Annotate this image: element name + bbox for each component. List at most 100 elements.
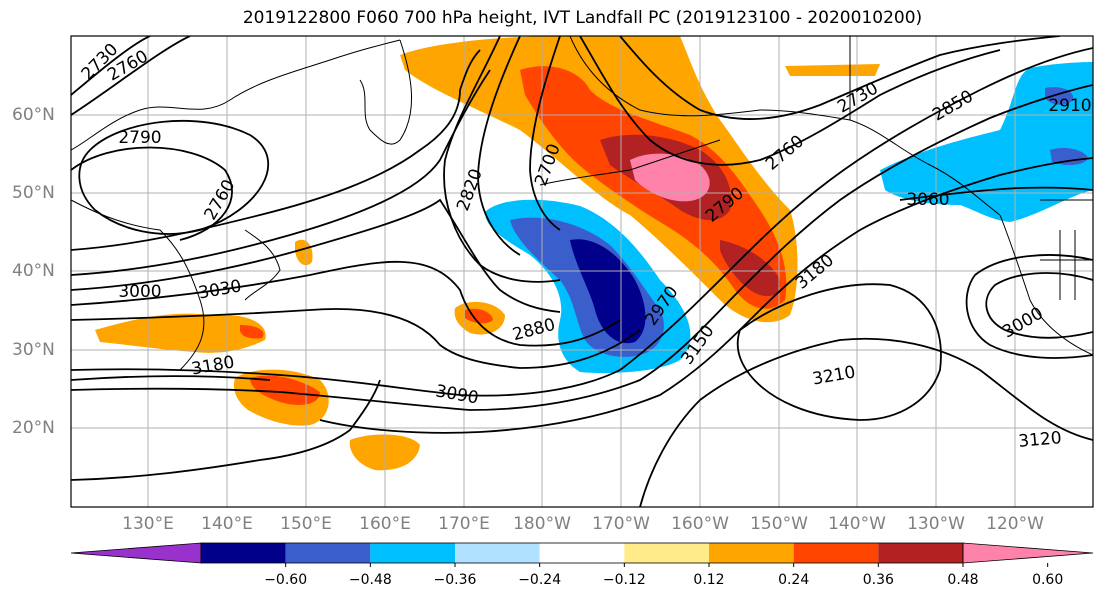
longitude-label: 160°W (671, 514, 729, 534)
latitude-label: 50°N (12, 183, 55, 203)
colorbar-tick-label: −0.36 (433, 572, 477, 588)
contour-south-1 (71, 379, 381, 481)
colorbar-box (201, 543, 286, 563)
contour-3120 (639, 337, 1093, 507)
ivt-shading (95, 36, 1093, 471)
contour-label: 3090 (434, 381, 480, 408)
colorbar-tick-label: −0.48 (348, 572, 392, 588)
map-area (71, 36, 1093, 507)
contour-2790-nw (78, 120, 270, 235)
longitude-label: 160°E (359, 514, 411, 534)
colorbar (70, 542, 1094, 567)
contour-3000-e2 (965, 254, 1093, 359)
colorbar-box (709, 543, 794, 563)
contour-label: 2760 (201, 176, 240, 223)
shade-red-center (465, 308, 493, 324)
colorbar-tick-label: 0.48 (947, 572, 979, 588)
longitude-label: 140°E (201, 514, 253, 534)
colorbar-box (455, 543, 540, 563)
contour-2790-mid (477, 36, 521, 256)
longitude-label: 150°W (750, 514, 808, 534)
coastlines (71, 36, 1093, 371)
colorbar-tick-label: 0.36 (862, 572, 894, 588)
longitude-label: 140°W (828, 514, 886, 534)
colorbar-box (285, 543, 371, 563)
latitude-label: 60°N (12, 105, 55, 125)
contour-2820 (443, 36, 561, 283)
contour-label: 3210 (811, 362, 857, 389)
contour-label: 3000 (118, 282, 161, 302)
shade-pink (630, 153, 710, 202)
longitude-label: 120°W (986, 514, 1044, 534)
contour-c (71, 198, 561, 313)
contour-3210 (736, 283, 942, 421)
contour-sw-2 (71, 84, 1093, 411)
colorbar-frame (200, 542, 964, 564)
contour-d (71, 260, 621, 347)
graticule (71, 36, 1093, 507)
shade-orange-west-1 (95, 313, 266, 353)
longitude-label: 130°W (907, 514, 965, 534)
contour-label: 3180 (792, 250, 838, 293)
latitude-label: 30°N (12, 340, 55, 360)
map-title: 2019122800 F060 700 hPa height, IVT Land… (242, 8, 923, 28)
colorbar-tick-label: 0.60 (1032, 572, 1064, 588)
contour-label: 2880 (511, 315, 558, 346)
longitude-label: 170°W (592, 514, 650, 534)
shade-cyan-ne (880, 62, 1093, 222)
contour-e (71, 308, 641, 369)
contour-a (71, 49, 481, 251)
shade-blue-ne (1050, 147, 1088, 166)
colorbar-box (624, 543, 709, 563)
colorbar-box (793, 543, 879, 563)
contour-label: 2910 (1048, 96, 1091, 116)
shade-navy-central (570, 239, 646, 344)
contour-label: 2760 (762, 131, 808, 174)
shade-darkred-south (720, 240, 781, 297)
contour-sw-1 (71, 47, 1093, 397)
contour-label: 2700 (531, 141, 565, 188)
shade-red-west-2 (250, 375, 320, 405)
shade-red-west-1 (240, 325, 264, 339)
longitude-label: 150°E (280, 514, 332, 534)
contour-label: 3030 (197, 276, 243, 303)
contour-sw-3 (319, 157, 1093, 434)
contour-3060-e (899, 186, 1093, 201)
contour-3180-sw (71, 375, 271, 381)
colorbar-tick-label: −0.24 (518, 572, 562, 588)
colorbar-tick-label: −0.12 (602, 572, 646, 588)
contour-2730-nw (71, 36, 151, 96)
longitude-label: 130°E (122, 514, 174, 534)
coast-japan (244, 229, 281, 301)
contour-3000-e (985, 272, 1093, 339)
map-frame (70, 35, 1094, 508)
latitude-label: 40°N (12, 261, 55, 281)
contour-2760-nw2 (71, 146, 233, 241)
colorbar-box (539, 543, 625, 563)
colorbar-extend-low (70, 542, 202, 564)
contour-label: 3180 (190, 352, 236, 379)
contour-label: 3120 (1018, 428, 1063, 452)
colorbar-tick-label: 0.12 (693, 572, 725, 588)
longitude-label: 180°W (513, 514, 571, 534)
contour-label: 2730 (834, 79, 881, 118)
shade-orange-small-1 (295, 239, 313, 266)
coast-alaska (569, 36, 1001, 216)
contour-n-2 (619, 36, 1061, 120)
contour-label: 2790 (118, 128, 161, 148)
contour-n-1 (579, 36, 1001, 166)
contour-label: 2820 (453, 166, 487, 213)
height-contours (71, 36, 1093, 507)
longitude-label: 170°E (438, 514, 490, 534)
contour-label: 3060 (906, 190, 949, 210)
contour-b (71, 69, 491, 276)
latitude-label: 20°N (12, 418, 55, 438)
coast-kamchatka (359, 39, 412, 145)
contour-2760-nw (71, 36, 191, 116)
coast-na-west (999, 214, 1093, 356)
colorbar-tick-label: 0.24 (778, 572, 810, 588)
colorbar-tick-label: −0.60 (264, 572, 308, 588)
coast-aleutian (539, 139, 721, 186)
colorbar-box (878, 543, 963, 563)
